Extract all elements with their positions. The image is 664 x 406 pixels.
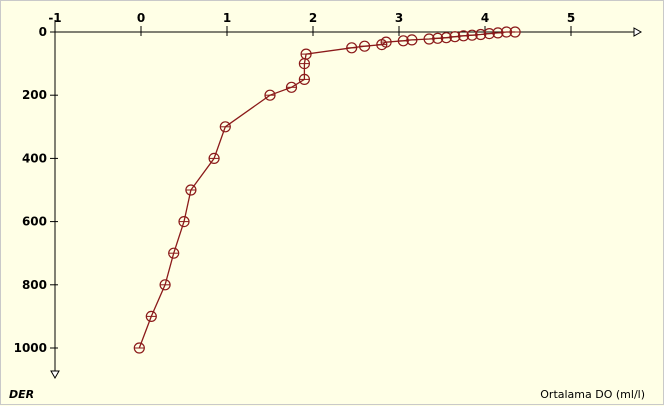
- y-tick-label: 1000: [14, 341, 47, 355]
- axes: [50, 20, 643, 380]
- x-ticks: -1 0 1 2 3 4 5: [48, 11, 575, 36]
- x-tick-label: 5: [567, 11, 575, 25]
- y-tick-label: 200: [22, 88, 47, 102]
- x-axis-label: Ortalama DO (ml/l): [540, 388, 645, 401]
- x-axis-arrow: [633, 27, 643, 37]
- series-group: [133, 26, 521, 354]
- x-tick-label: 0: [137, 11, 145, 25]
- y-tick-label: 0: [39, 25, 47, 39]
- y-tick-label: 400: [22, 151, 47, 165]
- y-axis-label: DER: [9, 388, 34, 401]
- y-tick-label: 800: [22, 278, 47, 292]
- x-tick-label: 2: [309, 11, 317, 25]
- y-tick-label: 600: [22, 215, 47, 229]
- x-tick-label: 3: [395, 11, 403, 25]
- x-tick-label: 4: [481, 11, 489, 25]
- x-tick-label: 1: [223, 11, 231, 25]
- x-tick-label: -1: [48, 11, 61, 25]
- y-ticks: 0 200 400 600 800 1000: [14, 25, 58, 355]
- y-axis-arrow: [50, 370, 60, 380]
